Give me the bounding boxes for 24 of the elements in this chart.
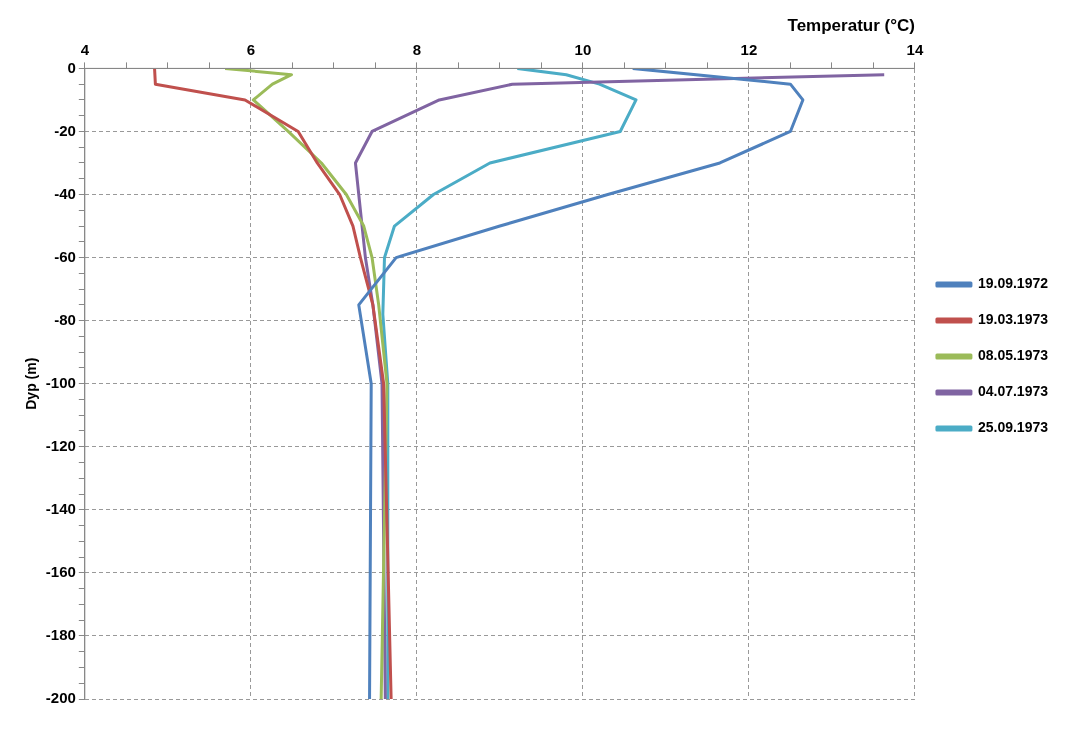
y-tick-label: -20 [54,121,76,139]
y-tick-label: -100 [45,373,76,391]
x-tick-label: 12 [740,40,758,58]
y-tick-label: -60 [54,247,76,265]
x-tick-label: 4 [80,40,90,58]
x-tick-label: 10 [574,40,592,58]
y-tick-label: -120 [45,436,76,454]
legend-label: 08.05.1973 [977,347,1049,364]
y-tick-label: -80 [54,310,76,328]
x-axis-title: Temperatur (°C) [787,15,915,35]
y-tick-label: -160 [45,563,76,581]
x-tick-label: 14 [906,40,924,58]
y-axis-title: Dyp (m) [23,357,40,410]
legend-label: 19.03.1973 [977,311,1049,328]
x-tick-label: 6 [246,40,256,58]
y-tick-label: -200 [45,689,76,707]
y-tick-label: -180 [45,626,76,644]
legend-label: 04.07.1973 [977,383,1049,400]
legend-label: 25.09.1973 [977,419,1049,436]
y-tick-label: -140 [45,499,76,517]
y-tick-label: -40 [54,184,76,202]
x-tick-label: 8 [412,40,422,58]
legend-label: 19.09.1972 [977,275,1049,292]
y-tick-label: 0 [67,58,76,76]
